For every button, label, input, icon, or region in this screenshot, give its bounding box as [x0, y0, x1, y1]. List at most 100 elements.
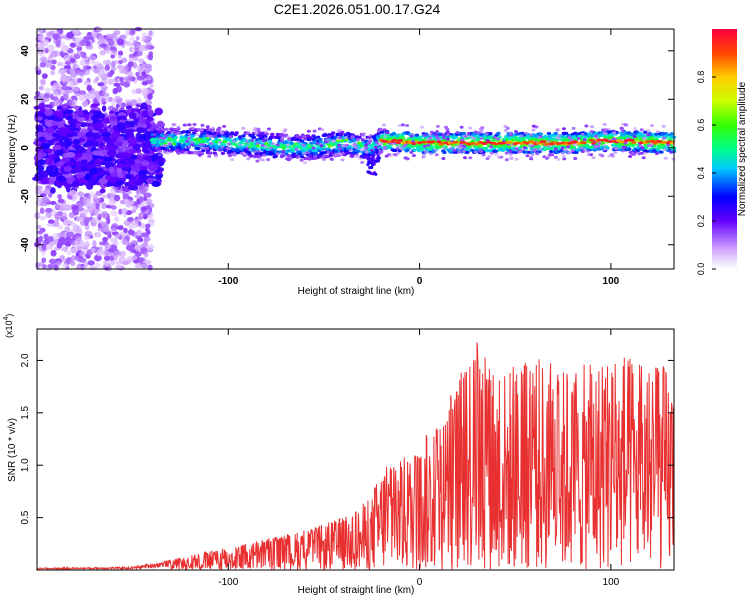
- spectrogram-cell: [47, 165, 57, 171]
- spectrogram-cell: [117, 162, 125, 169]
- spectrogram-cell: [368, 157, 372, 161]
- spectrogram-cell: [56, 175, 66, 183]
- spectrogram-cell: [580, 132, 585, 136]
- spectrogram-cell: [172, 142, 176, 146]
- spectrogram-cell: [453, 140, 459, 144]
- spectrogram-cell: [41, 250, 46, 256]
- spectrogram-cell: [484, 132, 489, 136]
- spectrogram-cell: [133, 55, 139, 61]
- spectrogram-cell: [230, 158, 235, 162]
- spectrogram-cell: [357, 141, 362, 145]
- spectrogram-cell: [88, 95, 94, 100]
- spectrogram-cell: [98, 177, 108, 185]
- spectrogram-cell: [504, 151, 509, 155]
- spectrogram-cell: [89, 191, 95, 199]
- spectrogram-cell: [307, 157, 312, 161]
- spectrogram-cell: [187, 132, 192, 136]
- spectrogram-cell: [134, 159, 142, 165]
- spectrogram-cell: [253, 127, 258, 130]
- spectrogram-cell: [400, 123, 405, 127]
- spectrogram-cell: [255, 159, 260, 163]
- spectrogram-cell: [117, 225, 124, 231]
- spectrogram-cell: [628, 150, 633, 154]
- spectrogram-cell: [566, 151, 571, 155]
- spectrogram-cell: [181, 130, 187, 134]
- spectrogram-cell: [70, 255, 76, 262]
- spectrogram-cell: [62, 263, 69, 269]
- spectrogram-cell: [39, 215, 47, 221]
- spectrogram-cell: [591, 141, 597, 145]
- spectrogram-cell: [40, 179, 50, 185]
- spectrogram-cell: [514, 157, 519, 161]
- spectrogram-cell: [337, 128, 342, 132]
- spectrogram-cell: [275, 143, 280, 147]
- y-tick-label: 0: [20, 145, 31, 151]
- spectrogram-cell: [190, 126, 195, 130]
- spectrogram-cell: [246, 157, 251, 161]
- spectrogram-cell: [141, 81, 149, 86]
- spectrogram-cell: [118, 34, 127, 40]
- spectrogram-cell: [663, 156, 668, 160]
- spectrogram-cell: [470, 142, 476, 145]
- spectrogram-cell: [185, 139, 190, 143]
- spectrogram-cell: [429, 145, 434, 149]
- spectrogram-cell: [376, 131, 382, 135]
- spectrogram-cell: [201, 143, 206, 147]
- spectrogram-cell: [57, 224, 64, 230]
- spectrogram-cell: [189, 151, 195, 155]
- spectrogram-cell: [35, 131, 45, 139]
- spectrogram-cell: [104, 175, 112, 180]
- spectrogram-cell: [546, 131, 552, 136]
- spectrogram-cell: [538, 147, 543, 151]
- spectrogram-cell: [632, 135, 637, 138]
- spectrogram-cell: [367, 170, 371, 175]
- spectrogram-cell: [220, 151, 226, 155]
- spectrogram-cell: [47, 219, 55, 224]
- spectrogram-cell: [373, 138, 378, 142]
- spectrogram-cell: [81, 197, 87, 202]
- spectrogram-cell: [60, 40, 65, 48]
- spectrogram-cell: [126, 217, 134, 222]
- spectrogram-cell: [84, 241, 90, 248]
- spectrogram-cell: [281, 146, 286, 150]
- spectrogram-cell: [80, 122, 91, 127]
- spectrogram-cell: [261, 139, 266, 143]
- spectrogram-cell: [492, 135, 497, 139]
- spectrogram-cell: [287, 138, 292, 142]
- spectrogram-cell: [209, 142, 214, 145]
- spectrogram-cell: [260, 143, 265, 147]
- y-tick-label: 1.5: [20, 405, 31, 419]
- spectrogram-cell: [43, 93, 50, 99]
- spectrogram-cell: [116, 167, 123, 175]
- spectrogram-cell: [140, 232, 149, 238]
- spectrogram-cell: [215, 131, 220, 135]
- spectrogram-cell: [55, 40, 61, 47]
- spectrogram-cell: [138, 58, 145, 64]
- spectrogram-cell: [87, 260, 95, 266]
- spectrogram-cell: [374, 140, 379, 144]
- spectrogram-cell: [48, 171, 59, 177]
- spectrogram-cell: [655, 152, 659, 156]
- spectrogram-cell: [326, 150, 331, 154]
- spectrogram-cell: [461, 149, 466, 153]
- spectrogram-cell: [382, 128, 387, 132]
- spectrogram-cell: [187, 136, 192, 140]
- spectrogram-cell: [364, 146, 369, 150]
- spectrogram-cell: [195, 133, 200, 137]
- spectrogram-cell: [428, 133, 433, 137]
- spectrogram-cell: [173, 136, 179, 140]
- spectrogram-cell: [435, 130, 439, 134]
- spectrogram-cell: [621, 145, 626, 149]
- spectrogram-cell: [73, 152, 83, 158]
- spectrogram-cell: [546, 139, 551, 143]
- spectrogram-cell: [168, 142, 173, 146]
- spectrogram-cell: [635, 137, 640, 141]
- spectrogram-cell: [646, 133, 651, 137]
- spectrogram-cell: [278, 150, 283, 154]
- spectrogram-cell: [229, 131, 235, 135]
- spectrogram-cell: [155, 144, 160, 148]
- spectrogram-cell: [435, 124, 440, 128]
- spectrogram-cell: [49, 30, 55, 36]
- spectrogram-cell: [130, 163, 141, 172]
- spectrogram-cell: [406, 146, 412, 150]
